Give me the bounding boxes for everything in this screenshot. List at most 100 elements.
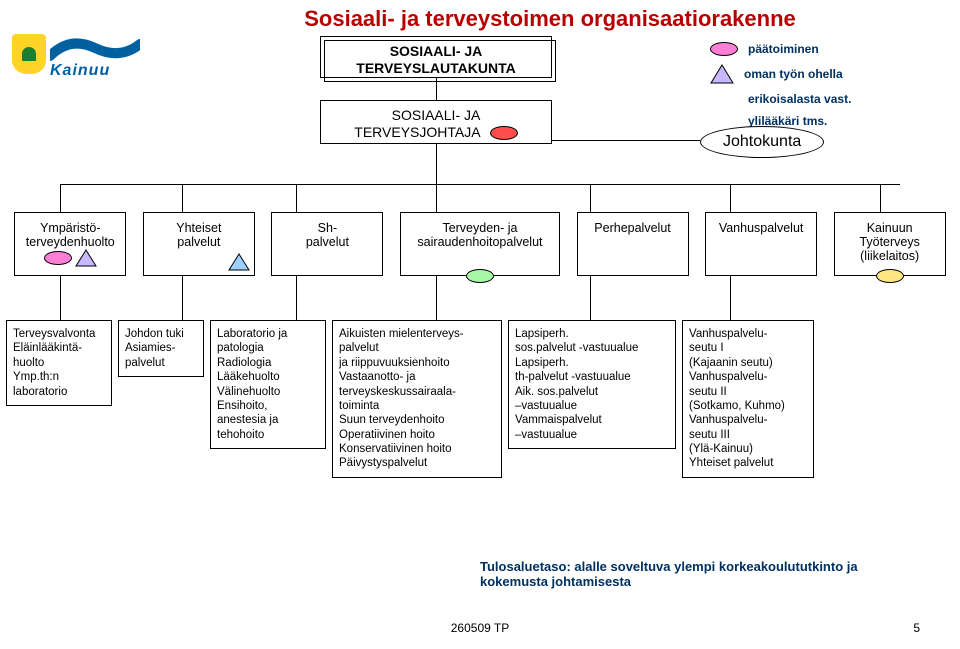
lvl3-line: Vanhuspalvelu- bbox=[689, 370, 807, 384]
lvl3-line: sos.palvelut -vastuualue bbox=[515, 341, 669, 355]
oval-icon bbox=[710, 42, 738, 56]
lvl2-sh: Sh-palvelut bbox=[271, 212, 383, 276]
lvl3-box: TerveysvalvontaEläinlääkintä-huoltoYmp.t… bbox=[6, 320, 112, 406]
triangle-icon bbox=[75, 249, 97, 267]
lvl3-line: Johdon tuki bbox=[125, 327, 197, 341]
lvl3-line: Operatiivinen hoito bbox=[339, 428, 495, 442]
lvl3-line: Suun terveydenhoito bbox=[339, 413, 495, 427]
oval-icon bbox=[44, 251, 72, 265]
connector-line bbox=[182, 184, 183, 212]
box-lautakunta-label: SOSIAALI- JA TERVEYSLAUTAKUNTA bbox=[356, 43, 515, 76]
box-lautakunta: SOSIAALI- JA TERVEYSLAUTAKUNTA bbox=[320, 36, 552, 78]
legend-paatoiminen: päätoiminen bbox=[748, 42, 819, 56]
lvl3-line: tehohoito bbox=[217, 428, 319, 442]
lvl2-label: Ympäristö-terveydenhuolto bbox=[26, 221, 115, 249]
lvl3-box: Lapsiperh.sos.palvelut -vastuualueLapsip… bbox=[508, 320, 676, 449]
lvl3-line: Asiamies- bbox=[125, 341, 197, 355]
lvl3-line: terveyskeskussairaala- bbox=[339, 385, 495, 399]
lvl3-line: Eläinlääkintä- bbox=[13, 341, 105, 355]
connector-line bbox=[436, 78, 437, 100]
lvl3-line: Yhteiset palvelut bbox=[689, 456, 807, 470]
lvl3-line: patologia bbox=[217, 341, 319, 355]
lvl3-line: huolto bbox=[13, 356, 105, 370]
connector-line bbox=[60, 184, 61, 212]
footer-date: 260509 TP bbox=[0, 621, 960, 635]
page-title: Sosiaali- ja terveystoimen organisaatior… bbox=[150, 6, 950, 32]
lvl3-line: Konservatiivinen hoito bbox=[339, 442, 495, 456]
lvl3-box: Vanhuspalvelu-seutu I(Kajaanin seutu)Van… bbox=[682, 320, 814, 478]
lvl3-box: Aikuisten mielenterveys-palvelutja riipp… bbox=[332, 320, 502, 478]
oval-icon bbox=[490, 126, 518, 140]
johtokunta-oval: Johtokunta bbox=[700, 126, 824, 158]
triangle-icon bbox=[710, 64, 734, 84]
connector-line bbox=[880, 184, 881, 212]
box-johtaja: SOSIAALI- JA TERVEYSJOHTAJA bbox=[320, 100, 552, 144]
lvl3-line: Vastaanotto- ja bbox=[339, 370, 495, 384]
lvl3-line: Päivystyspalvelut bbox=[339, 456, 495, 470]
lvl3-line: Lapsiperh. bbox=[515, 356, 669, 370]
lvl2-label: Perhepalvelut bbox=[594, 221, 670, 235]
lvl2-label: Sh-palvelut bbox=[306, 221, 349, 249]
level2-row: Ympäristö-terveydenhuolto Yhteisetpalvel… bbox=[0, 212, 960, 276]
lvl2-label: KainuunTyöterveys(liikelaitos) bbox=[859, 221, 919, 263]
lvl2-label: Vanhuspalvelut bbox=[719, 221, 804, 235]
kainuu-logo: Kainuu bbox=[8, 30, 148, 90]
footnote: Tulosaluetaso: alalle soveltuva ylempi k… bbox=[480, 559, 920, 589]
lvl2-yhteiset: Yhteisetpalvelut bbox=[143, 212, 255, 276]
footer-page: 5 bbox=[913, 621, 920, 635]
lvl2-label: Terveyden- jasairaudenhoitopalvelut bbox=[417, 221, 542, 249]
lvl3-box: Laboratorio japatologiaRadiologiaLääkehu… bbox=[210, 320, 326, 449]
legend-oman: oman työn ohella bbox=[744, 67, 843, 81]
lvl3-line: Vanhuspalvelu- bbox=[689, 413, 807, 427]
connector-line bbox=[436, 272, 437, 320]
lvl3-line: Terveysvalvonta bbox=[13, 327, 105, 341]
triangle-icon bbox=[228, 253, 250, 271]
lvl3-line: (Kajaanin seutu) bbox=[689, 356, 807, 370]
level3-row: TerveysvalvontaEläinlääkintä-huoltoYmp.t… bbox=[0, 320, 960, 478]
connector-line bbox=[730, 184, 731, 212]
lvl3-line: seutu III bbox=[689, 428, 807, 442]
lvl3-line: Lääkehuolto bbox=[217, 370, 319, 384]
connector-line bbox=[436, 184, 437, 212]
lvl3-line: (Ylä-Kainuu) bbox=[689, 442, 807, 456]
lvl3-line: ja riippuvuuksienhoito bbox=[339, 356, 495, 370]
lvl3-line: Ensihoito, bbox=[217, 399, 319, 413]
lvl3-line: Vammaispalvelut bbox=[515, 413, 669, 427]
lvl3-line: laboratorio bbox=[13, 385, 105, 399]
connector-line bbox=[590, 272, 591, 320]
lvl3-line: –vastuualue bbox=[515, 428, 669, 442]
lvl3-line: palvelut bbox=[339, 341, 495, 355]
legend: päätoiminen oman työn ohella erikoisalas… bbox=[710, 42, 851, 136]
lvl2-label: Yhteisetpalvelut bbox=[176, 221, 221, 249]
lvl2-ymparisto: Ympäristö-terveydenhuolto bbox=[14, 212, 126, 276]
connector-line bbox=[296, 184, 297, 212]
connector-line bbox=[296, 272, 297, 320]
oval-icon bbox=[876, 269, 904, 283]
lvl3-line: Ymp.th:n bbox=[13, 370, 105, 384]
logo-text: Kainuu bbox=[50, 62, 110, 80]
lvl3-line: Lapsiperh. bbox=[515, 327, 669, 341]
lvl3-line: seutu II bbox=[689, 385, 807, 399]
lvl3-line: (Sotkamo, Kuhmo) bbox=[689, 399, 807, 413]
connector-line bbox=[730, 272, 731, 320]
connector-line bbox=[590, 184, 591, 212]
lvl3-line: Laboratorio ja bbox=[217, 327, 319, 341]
oval-icon bbox=[466, 269, 494, 283]
logo-wave-icon bbox=[50, 36, 140, 64]
lvl3-line: toiminta bbox=[339, 399, 495, 413]
lvl3-line: th-palvelut -vastuualue bbox=[515, 370, 669, 384]
connector-line bbox=[60, 184, 900, 185]
lvl3-line: –vastuualue bbox=[515, 399, 669, 413]
lvl3-line: Vanhuspalvelu- bbox=[689, 327, 807, 341]
lvl2-vanhus: Vanhuspalvelut bbox=[705, 212, 817, 276]
lvl3-line: Aikuisten mielenterveys- bbox=[339, 327, 495, 341]
box-johtaja-label: SOSIAALI- JA TERVEYSJOHTAJA bbox=[354, 107, 480, 140]
lvl3-line: palvelut bbox=[125, 356, 197, 370]
johtokunta-label: Johtokunta bbox=[723, 133, 801, 150]
lvl2-perhe: Perhepalvelut bbox=[577, 212, 689, 276]
connector-line bbox=[182, 272, 183, 320]
connector-line bbox=[60, 272, 61, 320]
lvl2-tervsair: Terveyden- jasairaudenhoitopalvelut bbox=[400, 212, 560, 276]
lvl3-line: Radiologia bbox=[217, 356, 319, 370]
lvl3-line: Aik. sos.palvelut bbox=[515, 385, 669, 399]
